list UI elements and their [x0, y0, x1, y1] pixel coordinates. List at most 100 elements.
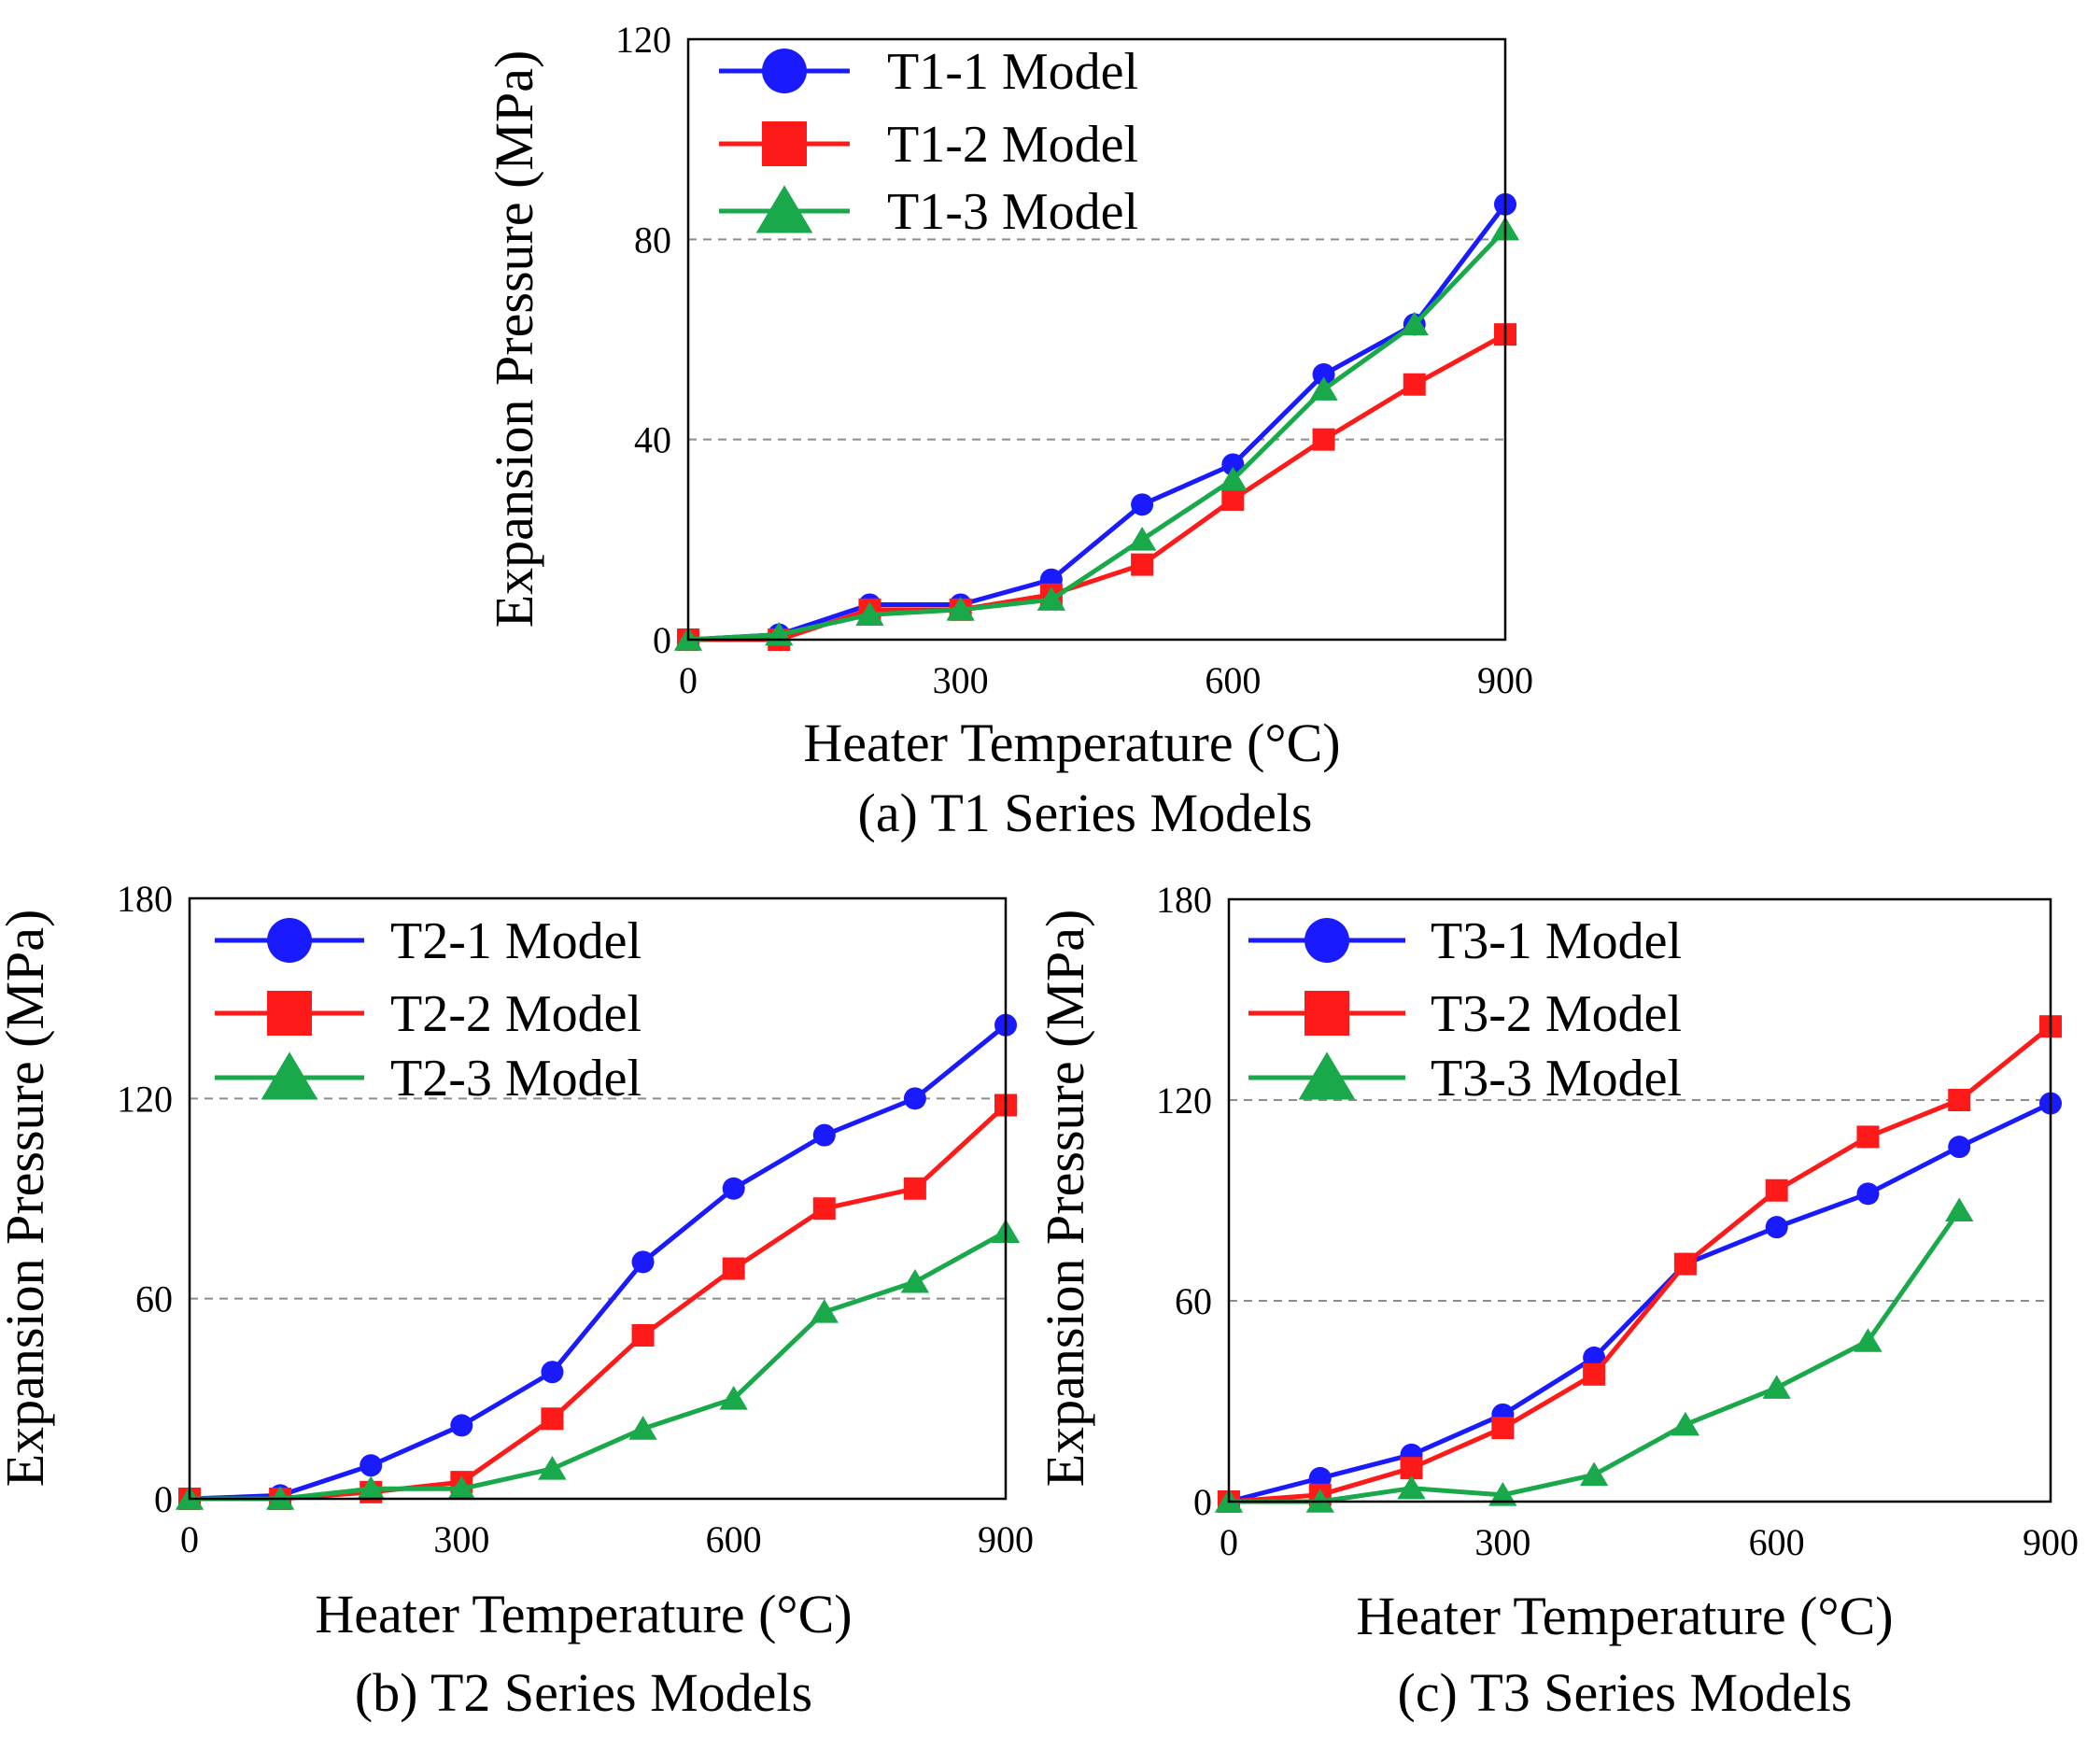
data-point — [1221, 487, 1245, 511]
legend-label: T3-1 Model — [1431, 912, 1682, 970]
legend-marker — [1304, 918, 1349, 963]
x-tick-label: 900 — [1477, 659, 1533, 701]
data-point — [631, 1323, 655, 1347]
y-tick-label: 120 — [1156, 1080, 1212, 1122]
y-axis-label: Expansion Pressure (MPa) — [484, 50, 544, 628]
x-tick-label: 0 — [679, 659, 698, 701]
y-tick-label: 0 — [154, 1478, 173, 1520]
data-point — [1127, 527, 1157, 551]
y-tick-label: 120 — [615, 19, 671, 61]
legend-label: T2-1 Model — [390, 912, 642, 970]
legend-marker — [267, 918, 312, 963]
series-line — [190, 1103, 1008, 1502]
data-point — [719, 1386, 748, 1410]
series-line — [687, 227, 1507, 642]
y-axis-label: Expansion Pressure (MPa) — [0, 910, 55, 1488]
legend-label: T2-2 Model — [390, 985, 642, 1043]
data-point — [903, 1177, 926, 1200]
x-tick-label: 600 — [706, 1518, 762, 1560]
data-point — [450, 1414, 473, 1437]
data-point — [1131, 553, 1154, 576]
data-point — [722, 1177, 745, 1200]
data-point — [1583, 1362, 1606, 1386]
plot-frame — [686, 37, 1507, 642]
plot-frame — [1227, 897, 2052, 1503]
data-point — [1856, 1125, 1880, 1149]
x-axis-label: Heater Temperature (°C) — [803, 713, 1340, 773]
legend-marker — [1304, 991, 1349, 1036]
data-point — [447, 1475, 476, 1501]
y-tick-label: 180 — [117, 878, 173, 920]
data-point — [1762, 1375, 1791, 1399]
data-point — [360, 1454, 383, 1477]
data-point — [1854, 1328, 1883, 1352]
data-point — [1488, 1482, 1517, 1506]
x-axis-label: Heater Temperature (°C) — [315, 1584, 852, 1644]
figure-caption: (c) T3 Series Models — [1398, 1662, 1853, 1723]
series-line — [1228, 1101, 2052, 1504]
data-point — [1673, 1252, 1697, 1276]
legend-marker — [261, 1051, 318, 1100]
series-line — [189, 1023, 1008, 1502]
x-tick-label: 900 — [978, 1518, 1034, 1560]
data-point — [812, 1123, 836, 1147]
legend-label: T3-3 Model — [1431, 1050, 1682, 1108]
legend-label: T3-2 Model — [1431, 985, 1682, 1043]
y-tick-label: 60 — [135, 1278, 173, 1320]
data-point — [1312, 363, 1335, 387]
chart-panel: 0 60 120 180 0 300 600 900 Expansion Pressure (M… — [0, 878, 1034, 1723]
legend-label: T1-2 Model — [887, 116, 1138, 174]
data-point — [1131, 493, 1154, 516]
data-point — [1219, 466, 1248, 491]
legend-label: T1-1 Model — [887, 43, 1138, 101]
x-tick-label: 900 — [2023, 1521, 2079, 1563]
legend-marker — [755, 185, 813, 233]
figure-caption: (b) T2 Series Models — [355, 1662, 812, 1723]
data-point — [538, 1456, 567, 1480]
series-line — [687, 203, 1507, 642]
legend: T2-1 Model T2-2 Model T2-3 Model — [215, 912, 642, 1108]
data-point — [812, 1197, 836, 1221]
data-point — [1491, 1417, 1515, 1440]
legend-label: T2-3 Model — [390, 1050, 642, 1108]
data-point — [541, 1407, 564, 1431]
data-point — [900, 1269, 930, 1293]
legend-marker — [762, 49, 807, 93]
data-point — [357, 1475, 386, 1501]
data-point — [1945, 1197, 1974, 1221]
legend-marker — [762, 121, 807, 166]
y-tick-label: 0 — [1193, 1481, 1212, 1523]
legend-label: T1-3 Model — [887, 183, 1138, 241]
data-point — [855, 601, 884, 626]
x-tick-label: 0 — [1220, 1521, 1238, 1563]
legend-marker — [1298, 1051, 1356, 1100]
data-point — [1397, 1475, 1426, 1500]
data-point — [631, 1250, 655, 1274]
y-tick-label: 60 — [1175, 1280, 1212, 1322]
x-tick-label: 300 — [933, 659, 989, 701]
plot-frame — [188, 896, 1008, 1501]
series-line — [190, 1230, 1008, 1502]
data-point — [1221, 453, 1245, 476]
y-tick-label: 180 — [1156, 879, 1212, 921]
y-tick-label: 0 — [653, 619, 671, 661]
y-tick-label: 120 — [117, 1078, 173, 1120]
data-point — [1400, 311, 1429, 336]
data-point — [810, 1299, 839, 1323]
x-axis-label: Heater Temperature (°C) — [1356, 1586, 1893, 1646]
data-point — [1765, 1216, 1788, 1239]
data-point — [1948, 1136, 1971, 1159]
data-point — [628, 1416, 657, 1440]
chart-panel: 0 60 120 180 0 300 600 900 Expansion Pressure (M… — [1035, 879, 2079, 1723]
y-axis-label: Expansion Pressure (MPa) — [1035, 910, 1095, 1488]
data-point — [1856, 1182, 1880, 1206]
x-tick-label: 0 — [180, 1518, 199, 1560]
data-point — [1312, 428, 1335, 451]
series-line — [1228, 1024, 2052, 1504]
data-point — [722, 1257, 745, 1280]
data-point — [1309, 376, 1338, 401]
legend: T1-1 Model T1-2 Model T1-3 Model — [719, 43, 1138, 241]
x-tick-label: 300 — [1474, 1521, 1530, 1563]
data-point — [946, 597, 975, 621]
